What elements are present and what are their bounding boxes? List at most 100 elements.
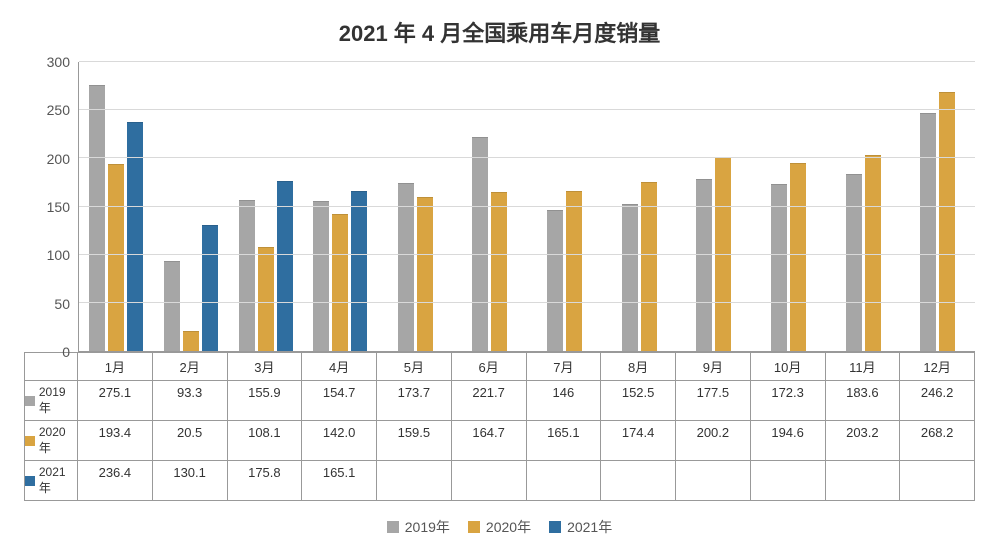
table-row: 2020年193.420.5108.1142.0159.5164.7165.11… xyxy=(24,421,975,461)
month-slot xyxy=(826,62,901,351)
grid-line xyxy=(79,157,975,158)
swatch-icon xyxy=(25,436,35,446)
y-tick-label: 50 xyxy=(54,296,70,312)
x-axis-label: 8月 xyxy=(601,352,676,381)
month-slot xyxy=(900,62,975,351)
row-cells: 236.4130.1175.8165.1 xyxy=(78,461,975,501)
data-cell: 203.2 xyxy=(826,421,901,461)
bar xyxy=(332,214,348,351)
x-axis-label: 2月 xyxy=(153,352,228,381)
grid-line xyxy=(79,302,975,303)
table-row: 2021年236.4130.1175.8165.1 xyxy=(24,461,975,501)
data-cell xyxy=(601,461,676,501)
y-tick-label: 300 xyxy=(47,54,70,70)
x-axis-label: 7月 xyxy=(527,352,602,381)
plot-area: 050100150200250300 xyxy=(24,62,975,352)
data-cell: 165.1 xyxy=(527,421,602,461)
month-slot xyxy=(228,62,303,351)
month-slot xyxy=(378,62,453,351)
bar xyxy=(258,247,274,351)
x-axis-label: 9月 xyxy=(676,352,751,381)
bar xyxy=(398,183,414,351)
data-cell: 236.4 xyxy=(78,461,153,501)
bar xyxy=(472,137,488,351)
x-axis-cells: 1月2月3月4月5月6月7月8月9月10月11月12月 xyxy=(78,352,975,381)
bar xyxy=(108,164,124,351)
series-label-text: 2019年 xyxy=(39,385,77,416)
series-row-label: 2019年 xyxy=(24,381,78,421)
bar xyxy=(622,204,638,351)
series-row-label: 2020年 xyxy=(24,421,78,461)
month-slot xyxy=(303,62,378,351)
bar xyxy=(790,163,806,351)
x-axis-label: 3月 xyxy=(228,352,303,381)
data-cell xyxy=(900,461,975,501)
data-cell: 164.7 xyxy=(452,421,527,461)
data-cell: 142.0 xyxy=(302,421,377,461)
y-tick-label: 0 xyxy=(62,344,70,360)
data-cell: 177.5 xyxy=(676,381,751,421)
data-cell: 154.7 xyxy=(302,381,377,421)
x-axis-label: 11月 xyxy=(826,352,901,381)
row-cells: 275.193.3155.9154.7173.7221.7146152.5177… xyxy=(78,381,975,421)
swatch-icon xyxy=(549,521,561,533)
data-table: 2019年275.193.3155.9154.7173.7221.7146152… xyxy=(24,381,975,501)
data-cell xyxy=(751,461,826,501)
x-axis-row: 1月2月3月4月5月6月7月8月9月10月11月12月 xyxy=(24,352,975,381)
bar xyxy=(239,200,255,351)
bar xyxy=(846,174,862,351)
month-slot xyxy=(602,62,677,351)
x-axis-label: 10月 xyxy=(751,352,826,381)
plot xyxy=(78,62,975,352)
month-slot xyxy=(79,62,154,351)
legend-label: 2019年 xyxy=(405,517,450,537)
data-cell: 108.1 xyxy=(228,421,303,461)
data-cell: 194.6 xyxy=(751,421,826,461)
data-cell: 159.5 xyxy=(377,421,452,461)
month-slot xyxy=(154,62,229,351)
data-cell xyxy=(377,461,452,501)
legend: 2019年2020年2021年 xyxy=(24,517,975,537)
y-tick-label: 100 xyxy=(47,247,70,263)
y-axis: 050100150200250300 xyxy=(24,62,78,352)
bar xyxy=(351,191,367,351)
data-cell xyxy=(527,461,602,501)
x-axis-label: 5月 xyxy=(377,352,452,381)
swatch-icon xyxy=(25,396,35,406)
y-tick-label: 150 xyxy=(47,199,70,215)
bar xyxy=(202,225,218,351)
bar xyxy=(183,331,199,351)
data-cell: 221.7 xyxy=(452,381,527,421)
legend-label: 2021年 xyxy=(567,517,612,537)
x-axis-label: 6月 xyxy=(452,352,527,381)
month-slot xyxy=(452,62,527,351)
data-cell: 175.8 xyxy=(228,461,303,501)
bar xyxy=(939,92,955,351)
y-tick-label: 250 xyxy=(47,102,70,118)
data-cell: 193.4 xyxy=(78,421,153,461)
data-cell: 183.6 xyxy=(826,381,901,421)
data-cell: 130.1 xyxy=(153,461,228,501)
data-cell: 152.5 xyxy=(601,381,676,421)
data-cell: 200.2 xyxy=(676,421,751,461)
series-label-text: 2021年 xyxy=(39,465,77,496)
chart-title: 2021 年 4 月全国乘用车月度销量 xyxy=(24,16,975,48)
legend-item: 2021年 xyxy=(549,517,612,537)
chart-container: 2021 年 4 月全国乘用车月度销量 050100150200250300 1… xyxy=(0,0,999,530)
bar xyxy=(417,197,433,351)
data-cell xyxy=(676,461,751,501)
grid-line xyxy=(79,254,975,255)
swatch-icon xyxy=(25,476,35,486)
bar xyxy=(547,210,563,351)
row-cells: 193.420.5108.1142.0159.5164.7165.1174.42… xyxy=(78,421,975,461)
table-row: 2019年275.193.3155.9154.7173.7221.7146152… xyxy=(24,381,975,421)
month-slot xyxy=(527,62,602,351)
data-cell: 155.9 xyxy=(228,381,303,421)
data-cell: 146 xyxy=(527,381,602,421)
data-cell: 172.3 xyxy=(751,381,826,421)
bar xyxy=(277,181,293,351)
grid-line xyxy=(79,61,975,62)
series-label-text: 2020年 xyxy=(39,425,77,456)
data-cell: 275.1 xyxy=(78,381,153,421)
data-cell: 246.2 xyxy=(900,381,975,421)
